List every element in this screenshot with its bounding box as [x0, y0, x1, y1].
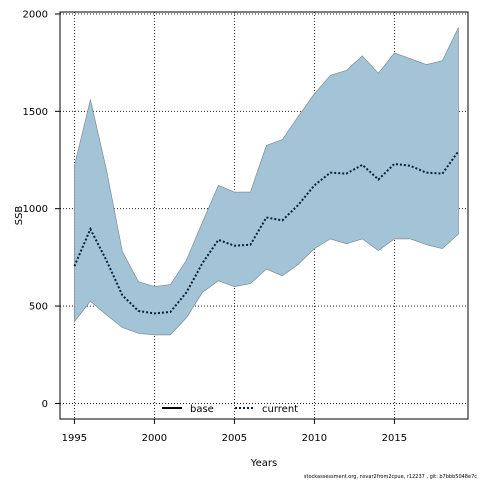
legend: base current: [162, 404, 298, 415]
y-tick-label-2000: 2000: [23, 9, 48, 20]
series-line-current: [73, 150, 460, 315]
legend-label-base: base: [190, 404, 214, 415]
x-tick-label-1995: 1995: [62, 433, 87, 444]
y-axis-title: SSB: [14, 206, 25, 226]
legend-label-current: current: [262, 404, 298, 415]
x-axis-title: Years: [250, 458, 277, 469]
x-tick-label-2015: 2015: [382, 433, 407, 444]
confidence-band-layer: [74, 27, 459, 336]
x-tick-label-2010: 2010: [302, 433, 327, 444]
y-tick-label-1000: 1000: [23, 204, 48, 215]
confidence-band-current: [74, 27, 459, 336]
y-axis: 0 500 1000 1500 2000: [23, 9, 60, 410]
y-tick-label-0: 0: [42, 399, 48, 410]
x-tick-label-2005: 2005: [222, 433, 247, 444]
plot-frame: [59, 11, 469, 420]
x-tick-label-2000: 2000: [142, 433, 167, 444]
series-line-layer: [73, 150, 460, 315]
y-tick-label-1500: 1500: [23, 107, 48, 118]
footnote: stockassessment.org, nsvar2from2cpue, r1…: [304, 474, 477, 480]
x-axis: 1995 2000 2005 2010 2015: [62, 419, 407, 444]
y-tick-label-500: 500: [29, 302, 48, 313]
